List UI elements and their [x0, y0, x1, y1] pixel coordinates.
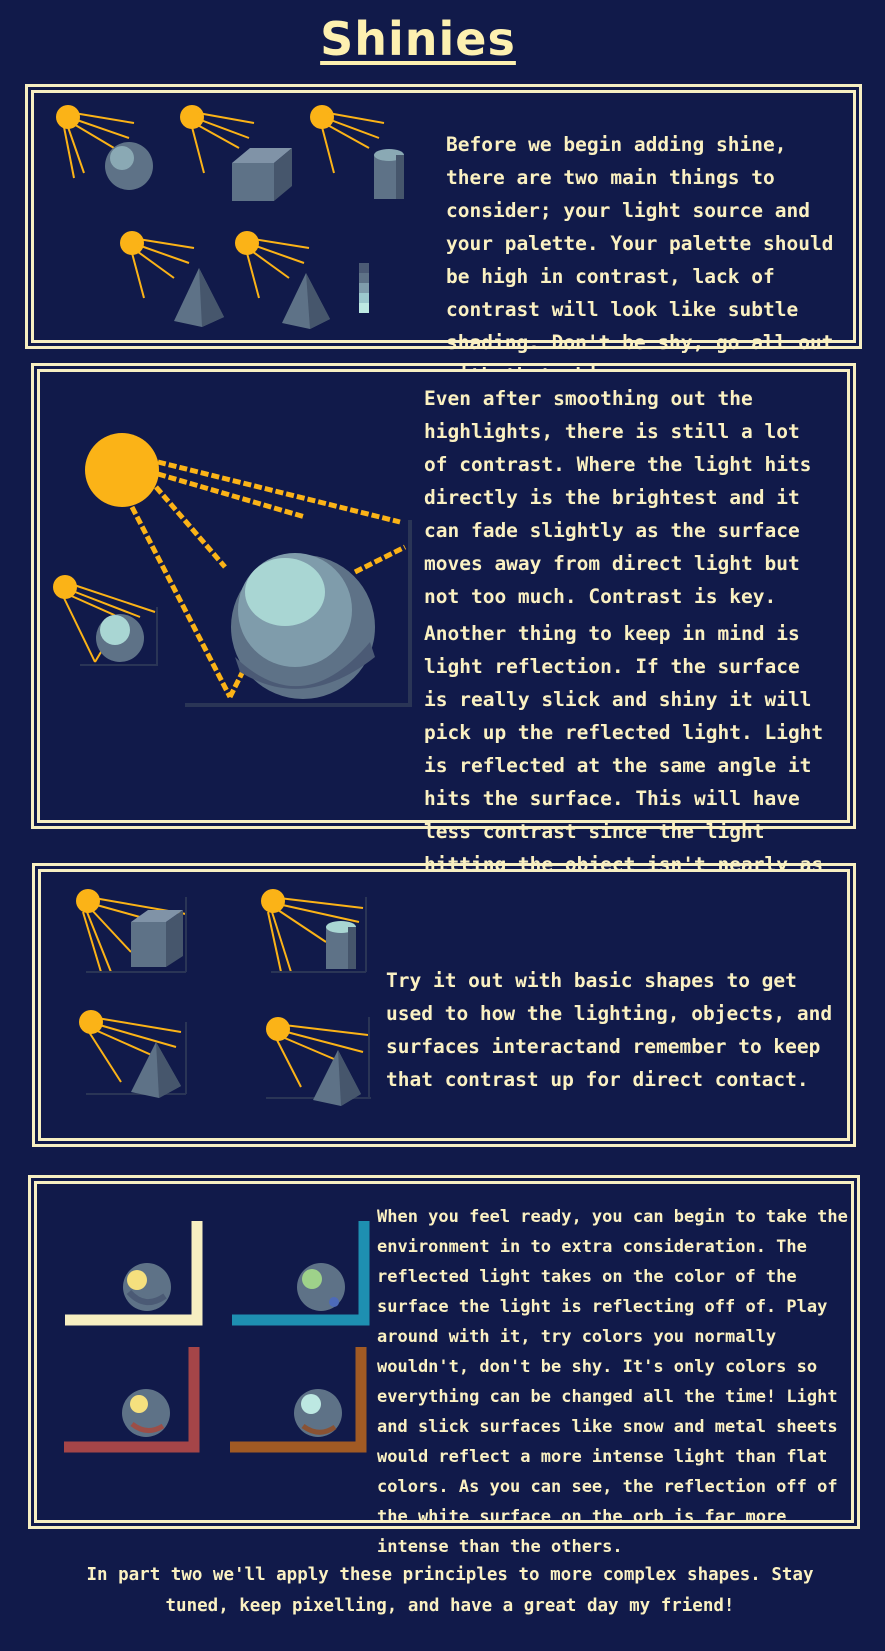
practice-cone-1	[79, 1010, 187, 1098]
sun-icon	[85, 433, 159, 507]
illustration-practice-shapes	[76, 889, 371, 1106]
illustration-large-orb	[53, 433, 412, 707]
surface-teal	[232, 1221, 370, 1326]
sun-icon	[53, 575, 77, 599]
sun-icon	[310, 105, 334, 129]
practice-cone-2	[266, 1017, 371, 1106]
section-highlight-contrast: Even after smoothing out the highlights,…	[31, 363, 856, 909]
surface-brown	[230, 1347, 367, 1453]
practice-cylinder	[261, 889, 367, 973]
surface-white	[65, 1221, 203, 1326]
section-palette-intro: Before we begin adding shine, there are …	[25, 84, 862, 387]
practice-cube	[76, 889, 187, 973]
sun-icon	[120, 231, 144, 255]
small-orb-diagram	[53, 575, 158, 666]
sun-icon	[266, 1017, 290, 1041]
sun-ray-group-5	[235, 231, 330, 329]
sun-icon	[79, 1010, 103, 1034]
sun-icon	[180, 105, 204, 129]
sun-icon	[56, 105, 80, 129]
section-environment-reflection: When you feel ready, you can begin to ta…	[28, 1175, 860, 1557]
surface-red	[64, 1347, 200, 1453]
sun-ray-group-2	[180, 105, 292, 201]
sun-ray-group-1	[56, 105, 153, 190]
section2-paragraph-1: Even after smoothing out the highlights,…	[424, 387, 812, 608]
section3-text: Try it out with basic shapes to get used…	[386, 969, 833, 1091]
sun-ray-group-3	[310, 105, 404, 199]
palette-swatch	[359, 263, 369, 313]
illustration-colored-surfaces	[64, 1221, 370, 1453]
page-title: Shinies	[320, 12, 516, 66]
footer-text: In part two we'll apply these principles…	[86, 1565, 814, 1616]
section4-text: When you feel ready, you can begin to ta…	[377, 1207, 848, 1557]
sun-icon	[76, 889, 100, 913]
sun-icon	[261, 889, 285, 913]
section1-text: Before we begin adding shine, there are …	[446, 133, 834, 387]
sun-icon	[235, 231, 259, 255]
section-basic-shapes-practice: Try it out with basic shapes to get used…	[32, 863, 856, 1147]
illustration-basic-shapes	[56, 105, 404, 329]
section2-text: Even after smoothing out the highlights,…	[424, 382, 834, 914]
sun-ray-group-4	[120, 231, 224, 327]
